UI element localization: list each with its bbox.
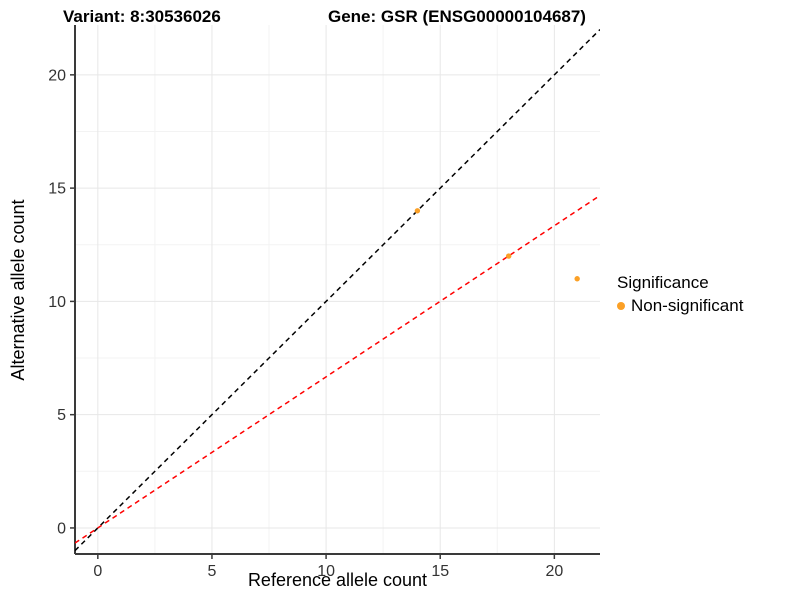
data-point: [574, 276, 580, 282]
legend-title: Significance: [617, 273, 709, 292]
x-tick-label: 15: [431, 563, 449, 580]
reference-lines: [75, 28, 600, 552]
legend-item-label: Non-significant: [631, 296, 744, 315]
y-tick-label: 15: [48, 181, 66, 198]
identity-line: [75, 28, 600, 552]
y-axis-title: Alternative allele count: [8, 199, 28, 381]
gene-title: Gene: GSR (ENSG00000104687): [328, 7, 586, 26]
data-point: [505, 253, 512, 259]
y-tick-label: 10: [48, 294, 66, 311]
y-tick-label: 5: [57, 407, 66, 424]
y-tick-label: 20: [48, 67, 66, 84]
legend-item: Non-significant: [617, 296, 743, 316]
x-tick-label: 10: [317, 563, 335, 580]
plot-title-row: Variant: 8:30536026 Gene: GSR (ENSG00000…: [0, 7, 800, 29]
x-axis-title: Reference allele count: [247, 570, 428, 590]
x-tick-label: 5: [208, 563, 217, 580]
x-tick-label: 0: [93, 563, 102, 580]
data-point: [414, 208, 421, 214]
legend: Significance Non-significant: [617, 273, 743, 316]
x-tick-label: 20: [545, 563, 563, 580]
variant-title: Variant: 8:30536026: [63, 7, 221, 26]
allelic-ratio-line: [75, 194, 600, 544]
legend-point-icon: [617, 302, 625, 310]
y-tick-label: 0: [57, 520, 66, 537]
